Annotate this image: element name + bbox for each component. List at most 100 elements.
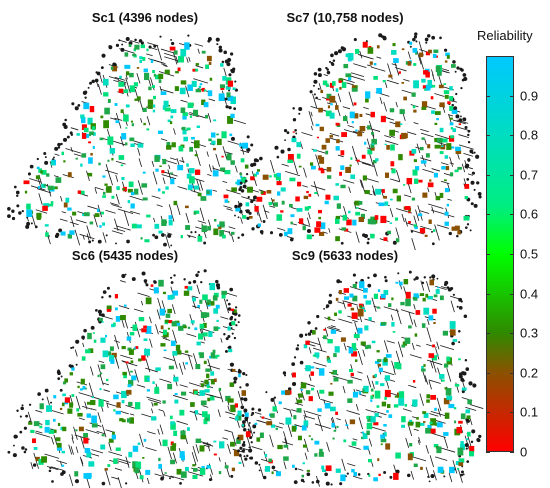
node-marker <box>376 87 382 94</box>
node-marker <box>428 315 434 321</box>
network-node <box>237 314 241 317</box>
node-marker <box>38 168 43 173</box>
street-segment <box>233 119 246 125</box>
node-marker <box>444 412 450 419</box>
network-node <box>410 230 414 233</box>
node-marker <box>224 465 229 469</box>
street-segment <box>123 210 130 227</box>
reliability-nodes <box>245 41 470 243</box>
street-segment <box>326 442 330 452</box>
node-marker <box>368 474 371 477</box>
node-marker <box>341 132 348 138</box>
street-segment <box>114 218 119 231</box>
street-segment <box>137 292 150 297</box>
node-marker <box>215 354 220 357</box>
node-marker <box>351 121 354 124</box>
network-node <box>471 429 476 434</box>
node-marker <box>81 124 87 130</box>
node-marker <box>321 144 327 150</box>
node-marker <box>367 415 373 422</box>
node-marker <box>233 309 237 314</box>
street-segment <box>162 337 171 341</box>
node-marker <box>373 63 377 66</box>
node-marker <box>206 190 210 195</box>
node-marker <box>80 117 86 124</box>
street-segment <box>351 145 357 160</box>
network-node <box>240 189 245 193</box>
street-segment <box>212 189 218 192</box>
street-segment <box>448 472 453 483</box>
node-marker <box>160 91 167 95</box>
street-segment <box>383 371 395 376</box>
node-marker <box>332 369 338 375</box>
network-node <box>251 408 254 411</box>
street-segment <box>287 422 293 438</box>
node-marker <box>130 370 133 373</box>
network-node <box>23 450 27 454</box>
street-segment <box>162 177 166 185</box>
network-node <box>115 242 117 245</box>
street-segment <box>312 347 327 353</box>
node-marker <box>179 87 186 95</box>
node-marker <box>449 466 455 474</box>
node-marker <box>143 438 147 442</box>
node-marker <box>153 402 158 406</box>
node-marker <box>38 458 44 465</box>
network-node <box>229 317 233 321</box>
node-marker <box>220 63 224 67</box>
network-node <box>228 345 232 350</box>
node-marker <box>401 132 407 139</box>
node-marker <box>245 431 251 438</box>
node-marker <box>127 347 132 351</box>
node-marker <box>300 389 303 391</box>
node-marker <box>69 372 73 376</box>
node-marker <box>146 48 149 52</box>
node-marker <box>217 327 221 330</box>
node-marker <box>86 451 92 458</box>
node-marker <box>370 233 375 239</box>
street-segment <box>175 56 179 64</box>
node-marker <box>433 172 438 178</box>
network-node <box>339 482 343 486</box>
street-segment <box>390 314 394 321</box>
node-marker <box>327 359 332 363</box>
node-marker <box>439 102 445 108</box>
node-marker <box>388 74 393 78</box>
node-marker <box>142 197 148 201</box>
street-segment <box>102 382 110 386</box>
node-marker <box>107 464 111 467</box>
network-node <box>245 172 249 176</box>
node-marker <box>389 198 393 201</box>
colorbar-tick-label: 0.1 <box>520 404 539 420</box>
node-marker <box>428 353 435 358</box>
network-node <box>83 328 87 333</box>
street-segment <box>430 209 443 214</box>
node-marker <box>469 445 475 453</box>
street-segment <box>400 309 415 315</box>
street-segment <box>358 417 363 430</box>
node-marker <box>350 174 356 179</box>
node-marker <box>366 430 370 436</box>
street-segment <box>207 364 221 370</box>
node-marker <box>422 297 426 302</box>
node-marker <box>266 421 273 426</box>
node-marker <box>186 163 189 167</box>
node-marker <box>441 138 448 143</box>
network-node <box>415 276 419 280</box>
node-marker <box>138 317 145 322</box>
network-node <box>29 164 34 169</box>
node-marker <box>371 340 376 344</box>
street-segment <box>240 149 250 154</box>
node-marker <box>391 322 395 327</box>
node-marker <box>456 426 463 434</box>
street-segment <box>159 378 172 383</box>
network-node <box>294 467 298 471</box>
node-marker <box>174 399 179 404</box>
network-node <box>340 241 344 245</box>
node-marker <box>458 462 464 467</box>
street-segment <box>360 180 366 194</box>
street-segment <box>192 305 201 309</box>
network-node <box>230 68 233 72</box>
node-marker <box>350 372 354 377</box>
node-marker <box>192 474 198 480</box>
